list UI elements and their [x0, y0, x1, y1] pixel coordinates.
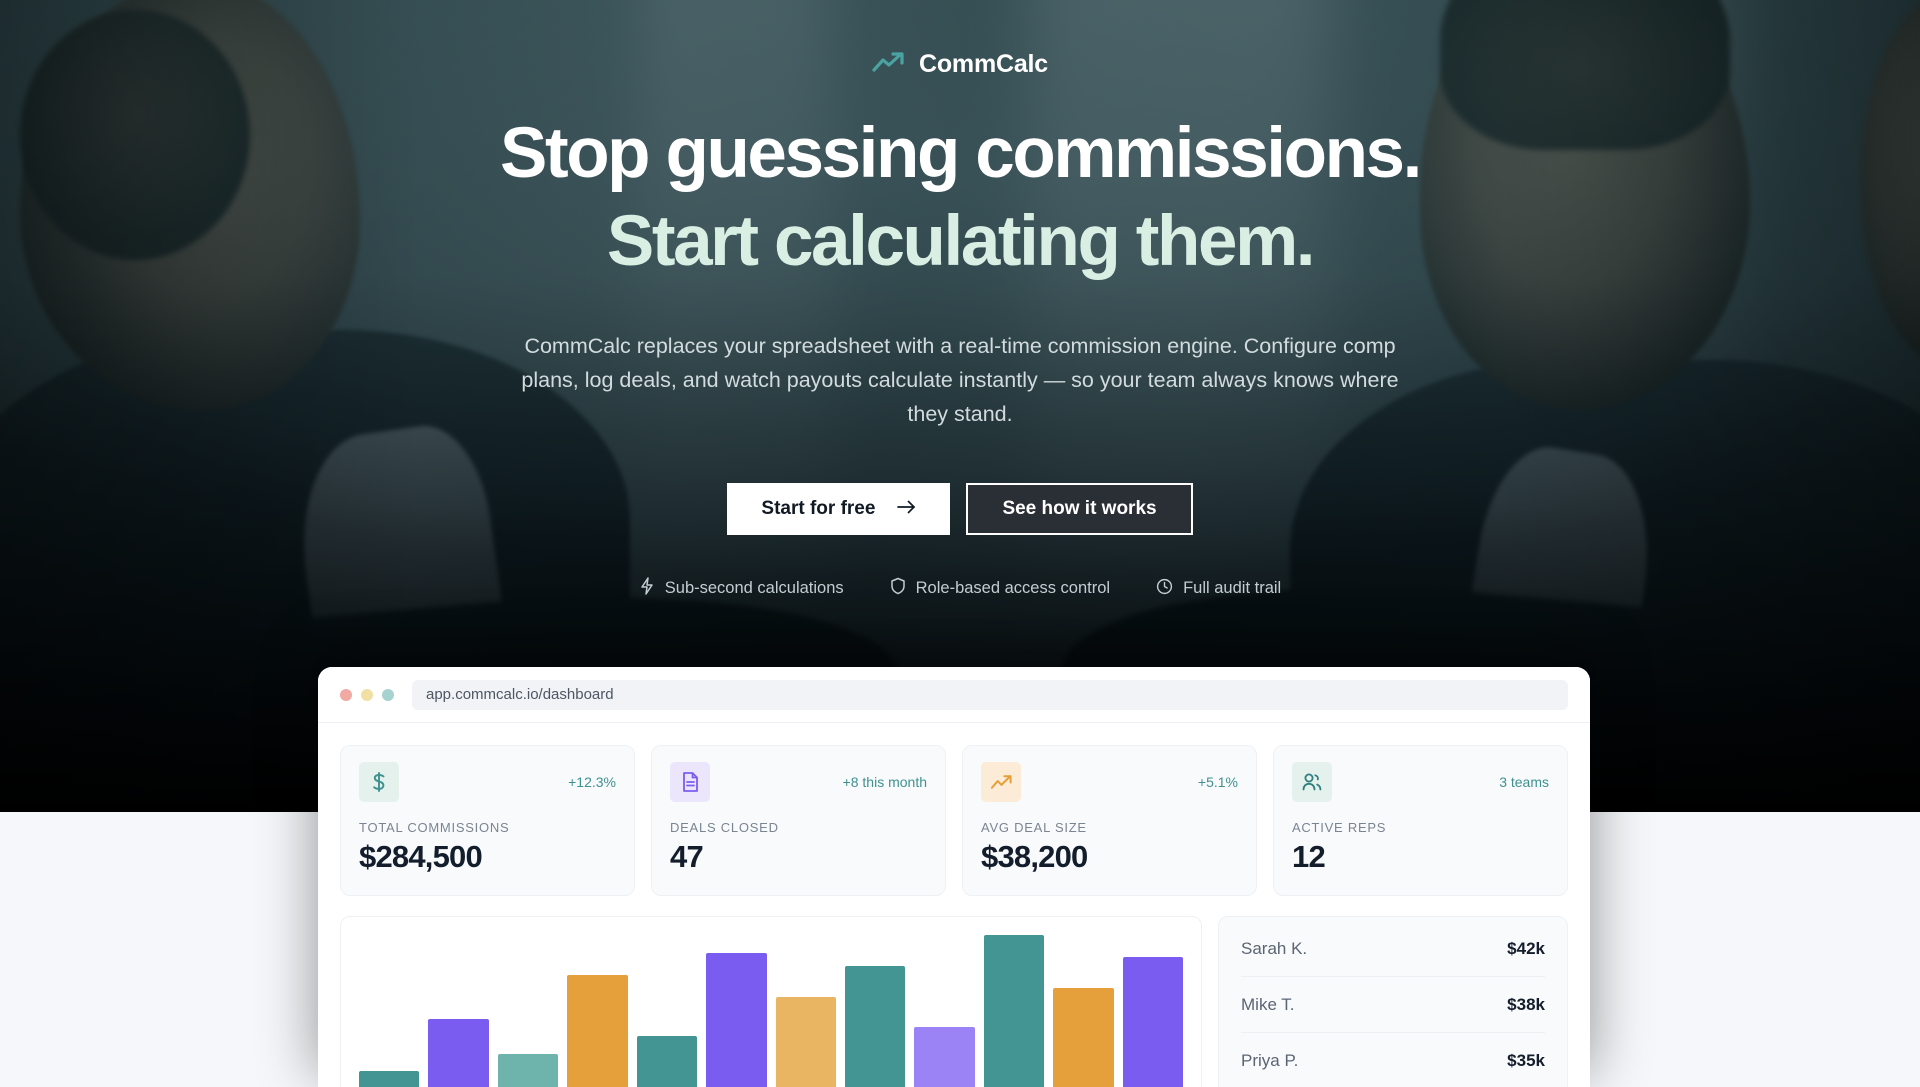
leaderboard-panel: Sarah K. $42k Mike T. $38k Priya P. $35k	[1218, 916, 1568, 1087]
badge-sub-second: Sub-second calculations	[639, 577, 844, 600]
bar	[1053, 987, 1114, 1087]
bar	[497, 1053, 559, 1087]
kpi-delta: +8 this month	[842, 774, 927, 790]
badge-label: Sub-second calculations	[664, 579, 844, 597]
start-for-free-button[interactable]: Start for free	[727, 483, 951, 535]
bar	[567, 974, 628, 1087]
users-icon	[1292, 762, 1332, 802]
brand-name: CommCalc	[919, 50, 1048, 78]
browser-mockup: app.commcalc.io/dashboard +12.3% TOTAL C…	[318, 667, 1590, 1087]
kpi-label: ACTIVE REPS	[1292, 820, 1387, 835]
dollar-icon	[359, 762, 399, 802]
rep-value: $42k	[1507, 938, 1545, 958]
rep-name: Mike T.	[1241, 994, 1295, 1014]
dashboard-body: +12.3% TOTAL COMMISSIONS $284,500 +8 thi…	[318, 723, 1590, 1087]
badge-label: Role-based access control	[915, 579, 1111, 597]
kpi-card-deals-closed[interactable]: +8 this month DEALS CLOSED 47	[651, 745, 946, 896]
cta-group: Start for free See how it works	[0, 483, 1920, 535]
bar	[428, 1018, 489, 1087]
trending-up-icon	[872, 50, 906, 79]
see-how-it-works-button[interactable]: See how it works	[966, 483, 1193, 535]
arrow-right-icon	[897, 498, 916, 520]
kpi-delta: 3 teams	[1499, 774, 1549, 790]
rep-name: Priya P.	[1241, 1051, 1299, 1070]
feature-badges: Sub-second calculations Role-based acces…	[0, 577, 1920, 600]
kpi-delta: +5.1%	[1197, 774, 1238, 790]
maximize-dot[interactable]	[382, 688, 394, 701]
clock-icon	[1156, 578, 1173, 600]
brand-logo[interactable]: CommCalc	[0, 50, 1920, 79]
kpi-card-avg-deal-size[interactable]: +5.1% AVG DEAL SIZE $38,200	[962, 745, 1257, 896]
dashboard-lower-row: Sarah K. $42k Mike T. $38k Priya P. $35k	[340, 916, 1568, 1087]
kpi-label: TOTAL COMMISSIONS	[359, 820, 510, 835]
commissions-bar-chart	[340, 916, 1202, 1087]
bar	[1122, 957, 1184, 1087]
kpi-label: DEALS CLOSED	[670, 820, 779, 835]
badge-label: Full audit trail	[1183, 579, 1282, 597]
window-controls	[340, 688, 394, 701]
kpi-row: +12.3% TOTAL COMMISSIONS $284,500 +8 thi…	[340, 745, 1568, 896]
list-item[interactable]: Sarah K. $42k	[1241, 921, 1545, 977]
kpi-value: $284,500	[359, 839, 483, 874]
chart-bars	[359, 935, 1184, 1087]
url-text: app.commcalc.io/dashboard	[426, 686, 614, 703]
hero-subheadline: CommCalc replaces your spreadsheet with …	[521, 334, 1399, 426]
minimize-dot[interactable]	[361, 688, 373, 701]
kpi-value: 12	[1292, 839, 1326, 874]
rep-name: Sarah K.	[1241, 938, 1308, 958]
bar	[775, 996, 836, 1087]
kpi-delta: +12.3%	[568, 774, 616, 790]
lightning-bolt-icon	[639, 577, 655, 600]
browser-chrome: app.commcalc.io/dashboard	[318, 667, 1590, 723]
page-title: Stop guessing commissions. Start calcula…	[0, 114, 1920, 282]
badge-audit-trail: Full audit trail	[1156, 577, 1281, 600]
bar	[914, 1027, 975, 1087]
bar	[706, 952, 767, 1087]
kpi-value: 47	[670, 839, 704, 874]
primary-cta-label: Start for free	[761, 498, 876, 519]
kpi-card-total-commissions[interactable]: +12.3% TOTAL COMMISSIONS $284,500	[340, 745, 635, 896]
bar	[636, 1036, 698, 1087]
bar	[359, 1071, 420, 1087]
rep-value: $38k	[1507, 994, 1545, 1014]
trending-up-icon	[981, 762, 1021, 802]
kpi-card-active-reps[interactable]: 3 teams ACTIVE REPS 12	[1273, 745, 1568, 896]
list-item[interactable]: Mike T. $38k	[1241, 977, 1545, 1033]
kpi-value: $38,200	[981, 839, 1088, 874]
secondary-cta-label: See how it works	[1002, 498, 1157, 519]
rep-value: $35k	[1507, 1051, 1545, 1070]
shield-icon	[890, 577, 906, 600]
list-item[interactable]: Priya P. $35k	[1241, 1033, 1545, 1087]
url-bar[interactable]: app.commcalc.io/dashboard	[412, 679, 1568, 710]
kpi-label: AVG DEAL SIZE	[981, 820, 1087, 835]
document-icon	[670, 762, 710, 802]
close-dot[interactable]	[340, 688, 352, 701]
badge-rbac: Role-based access control	[890, 577, 1110, 600]
bar	[844, 965, 906, 1087]
headline-line-1: Stop guessing commissions.	[500, 114, 1422, 193]
headline-line-2: Start calculating them.	[606, 202, 1316, 282]
bar	[983, 935, 1045, 1087]
